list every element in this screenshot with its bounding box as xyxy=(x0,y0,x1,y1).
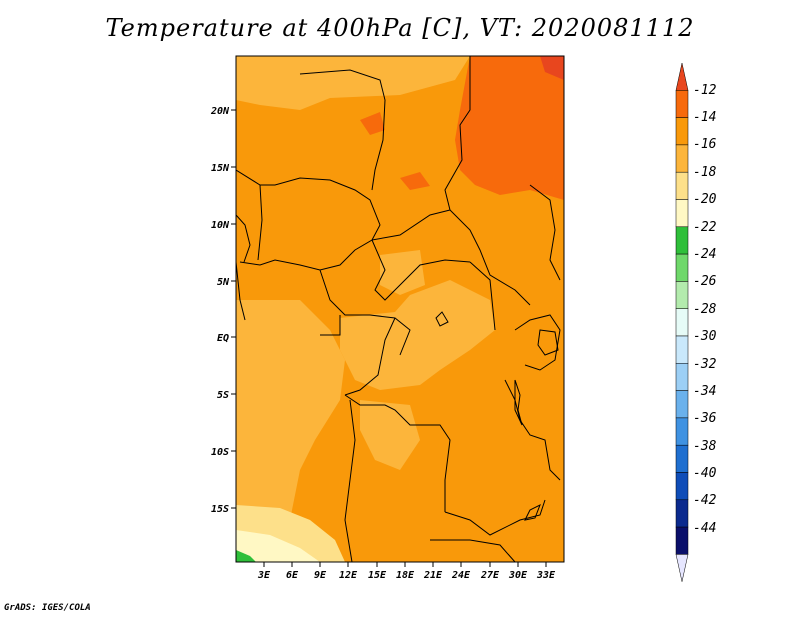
colorbar-swatches xyxy=(675,62,689,582)
map-title: Temperature at 400hPa [C], VT: 202008111… xyxy=(105,14,695,42)
lat-label: 5S xyxy=(217,390,229,401)
colorbar-swatch xyxy=(675,526,689,555)
lon-label: 30E xyxy=(508,570,528,581)
lon-label: 3E xyxy=(257,570,271,581)
colorbar-swatch xyxy=(675,308,689,337)
colorbar-label: -26 xyxy=(693,274,717,289)
lat-label: 20N xyxy=(210,106,230,117)
lat-label: 10S xyxy=(211,447,229,458)
lat-label: 15N xyxy=(211,163,230,174)
field-cooler-southwest xyxy=(236,530,320,562)
lat-label: 10N xyxy=(211,220,230,231)
colorbar-label: -14 xyxy=(693,110,716,125)
field-hot-corner xyxy=(540,56,564,80)
field-warm-patch-2 xyxy=(400,172,430,190)
colorbar-swatch xyxy=(675,144,689,173)
colorbar-swatch xyxy=(675,472,689,501)
lat-label: EQ xyxy=(217,333,229,344)
lon-label: 15E xyxy=(368,570,387,581)
field-warm-patch xyxy=(360,112,385,135)
colorbar-swatch xyxy=(675,253,689,282)
lon-label: 6E xyxy=(286,570,299,581)
grads-credit: GrADS: IGES/COLA xyxy=(4,603,91,613)
colorbar-swatch xyxy=(675,390,689,419)
colorbar-label: -12 xyxy=(693,83,717,98)
colorbar-label: -44 xyxy=(693,521,716,536)
lakes xyxy=(435,311,559,521)
field-light-congo xyxy=(340,280,495,390)
longitude-axis: 3E 6E 9E 12E 15E 18E 21E 24E 27E 30E 33E xyxy=(257,562,556,581)
colorbar-swatch xyxy=(675,226,689,255)
colorbar-label: -42 xyxy=(693,493,717,508)
lon-label: 33E xyxy=(536,570,556,581)
lon-label: 24E xyxy=(451,570,471,581)
colorbar-labels: -12 -14 -16 -18 -20 -22 -24 -26 -28 -30 … xyxy=(693,83,717,536)
colorbar-swatch xyxy=(675,499,689,528)
colorbar-label: -22 xyxy=(693,220,717,235)
colorbar-label: -36 xyxy=(693,411,717,426)
colorbar-label: -40 xyxy=(693,466,717,481)
colorbar-swatch xyxy=(675,363,689,391)
field-green-corner xyxy=(236,550,256,562)
colorbar-swatch xyxy=(675,417,689,446)
colorbar-label: -38 xyxy=(693,439,717,454)
colorbar-swatch xyxy=(675,117,689,146)
lon-label: 9E xyxy=(314,570,327,581)
field-light-north xyxy=(236,56,470,110)
lon-label: 27E xyxy=(480,570,500,581)
colorbar-swatch xyxy=(675,171,689,200)
colorbar-label: -34 xyxy=(693,384,716,399)
colorbar-label: -24 xyxy=(693,247,716,262)
colorbar-swatch xyxy=(675,444,689,473)
latitude-axis: 20N 15N 10N 5N EQ 5S 10S 15S xyxy=(210,106,236,515)
field-warm-northeast xyxy=(455,56,564,200)
colorbar-top-arrow xyxy=(675,62,689,91)
colorbar-label: -16 xyxy=(693,137,717,152)
field-light-gulf xyxy=(236,300,345,525)
lon-label: 21E xyxy=(423,570,443,581)
colorbar-label: -28 xyxy=(693,302,717,317)
colorbar-swatch xyxy=(675,281,689,309)
colorbar-label: -30 xyxy=(693,329,717,344)
colorbar-label: -20 xyxy=(693,192,717,207)
lon-label: 12E xyxy=(339,570,358,581)
colorbar: -12 -14 -16 -18 -20 -22 -24 -26 -28 -30 … xyxy=(675,62,717,582)
colorbar-label: -18 xyxy=(693,165,717,180)
colorbar-swatch xyxy=(675,90,689,118)
lat-label: 5N xyxy=(217,277,230,288)
country-borders xyxy=(236,56,561,562)
colorbar-swatch xyxy=(675,335,689,364)
colorbar-bottom-arrow xyxy=(675,554,689,582)
colorbar-swatch xyxy=(675,199,689,228)
lat-label: 15S xyxy=(211,504,229,515)
colorbar-label: -32 xyxy=(693,357,717,372)
temperature-field xyxy=(236,56,564,562)
lon-label: 18E xyxy=(396,570,415,581)
field-light-center xyxy=(380,250,425,295)
field-light-south-central xyxy=(360,400,420,470)
map-frame xyxy=(235,55,565,563)
